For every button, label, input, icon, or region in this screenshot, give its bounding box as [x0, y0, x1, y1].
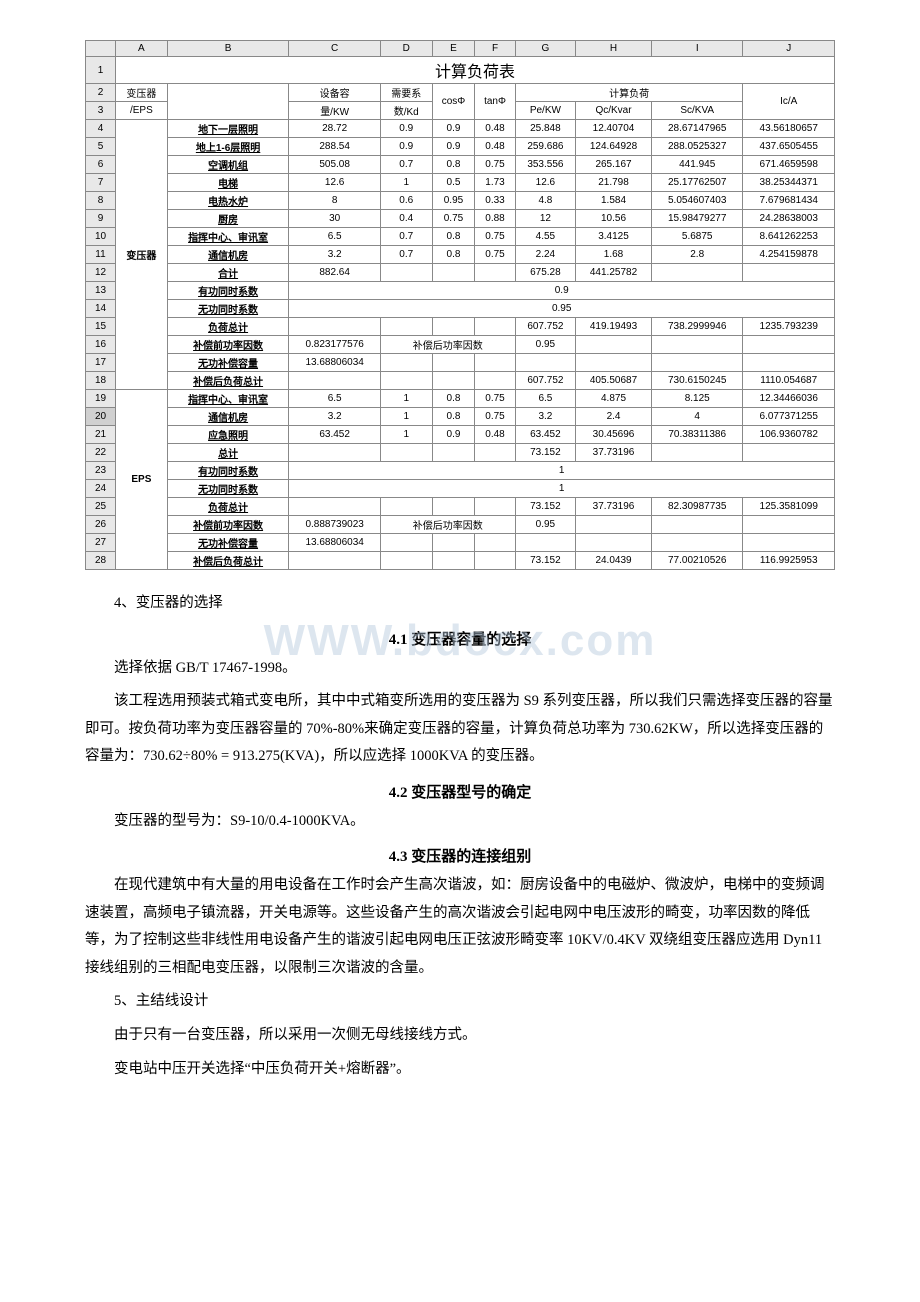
hdr-cap: 设备容	[289, 84, 380, 102]
hdr-cos: cosΦ	[432, 84, 475, 120]
col-H: H	[576, 41, 652, 57]
col-F: F	[475, 41, 515, 57]
para-4-3: 在现代建筑中有大量的用电设备在工作时会产生高次谐波，如：厨房设备中的电磁炉、微波…	[85, 872, 835, 982]
load-calc-spreadsheet: A B C D E F G H I J 1 计算负荷表 2 变压器 设备容 需要…	[85, 40, 835, 570]
para-5-a: 由于只有一台变压器，所以采用一次侧无母线接线方式。	[85, 1022, 835, 1050]
section-4: 4、变压器的选择	[85, 590, 835, 618]
para-4-2: 变压器的型号为：S9-10/0.4-1000KVA。	[85, 808, 835, 836]
para-5-b: 变电站中压开关选择“中压负荷开关+熔断器”。	[85, 1056, 835, 1084]
hdr-calc-load: 计算负荷	[515, 84, 743, 102]
col-G: G	[515, 41, 575, 57]
col-A: A	[116, 41, 168, 57]
group-eps: EPS	[116, 390, 168, 570]
group-transformer: 变压器	[116, 120, 168, 390]
hdr-kd: 需要系	[380, 84, 432, 102]
section-5: 5、主结线设计	[85, 988, 835, 1016]
hdr-tan: tanΦ	[475, 84, 515, 120]
col-B: B	[167, 41, 289, 57]
heading-4-3: 4.3 变压器的连接组别	[85, 845, 835, 866]
hdr-transformer: 变压器	[116, 84, 168, 102]
heading-4-1: 4.1 变压器容量的选择	[85, 628, 835, 649]
hdr-ic: Ic/A	[743, 84, 835, 120]
para-4-1-b: 该工程选用预装式箱式变电所，其中中式箱变所选用的变压器为 S9 系列变压器，所以…	[85, 688, 835, 771]
sheet-title: 计算负荷表	[116, 57, 835, 84]
col-D: D	[380, 41, 432, 57]
col-J: J	[743, 41, 835, 57]
col-header-row: A B C D E F G H I J	[86, 41, 835, 57]
para-4-1-a: 选择依据 GB/T 17467-1998。	[85, 655, 835, 683]
heading-4-2: 4.2 变压器型号的确定	[85, 781, 835, 802]
col-E: E	[432, 41, 475, 57]
col-C: C	[289, 41, 380, 57]
col-I: I	[651, 41, 742, 57]
